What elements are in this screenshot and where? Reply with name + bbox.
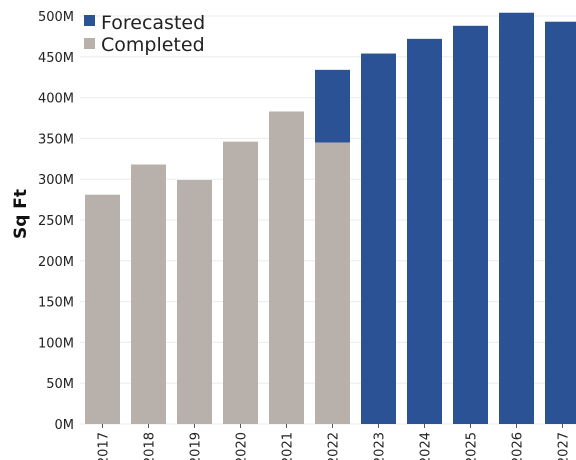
y-tick-label-400: 400M <box>38 92 74 107</box>
x-tick-label-2022: 2022 <box>327 432 342 460</box>
y-tick-label-350: 350M <box>38 132 74 147</box>
y-tick-label-450: 450M <box>38 51 74 66</box>
bar-completed-2020 <box>223 141 258 424</box>
x-axis-tick-labels: 2017 2018 2019 2020 2021 2022 2023 2024 2025 2026… <box>97 424 572 460</box>
bar-forecasted-2024 <box>407 38 442 425</box>
x-tick-label-2017: 2017 <box>97 432 112 460</box>
y-tick-label-100: 100M <box>38 336 74 351</box>
bar-forecasted-2025 <box>453 25 488 425</box>
y-tick-label-50: 50M <box>46 377 74 392</box>
legend-swatch-completed <box>84 38 95 49</box>
x-tick-label-2024: 2024 <box>419 432 434 460</box>
legend: Forecasted Completed <box>84 12 205 56</box>
bar-forecasted-2026 <box>499 12 534 425</box>
bar-forecasted-2022 <box>315 69 350 143</box>
y-tick-label-150: 150M <box>38 296 74 311</box>
bars <box>85 12 576 425</box>
y-tick-label-0: 0M <box>55 418 75 433</box>
bar-forecasted-2027 <box>545 21 576 424</box>
y-tick-label-250: 250M <box>38 214 74 229</box>
x-tick-label-2018: 2018 <box>143 432 158 460</box>
x-tick-label-2019: 2019 <box>189 432 204 460</box>
legend-label-completed: Completed <box>101 34 205 56</box>
bar-completed-2017 <box>85 194 120 424</box>
y-axis-label: Sq Ft <box>11 189 31 239</box>
bar-forecasted-2023 <box>361 53 396 424</box>
x-tick-label-2026: 2026 <box>511 432 526 460</box>
x-tick-label-2023: 2023 <box>373 432 388 460</box>
y-tick-label-300: 300M <box>38 173 74 188</box>
legend-swatch-forecasted <box>84 15 95 26</box>
x-tick-label-2025: 2025 <box>465 432 480 460</box>
x-tick-label-2027: 2027 <box>557 432 572 460</box>
y-axis-tick-labels: 0M 50M 100M 150M 200M 250M 300M 350M 400M 450M 500… <box>38 10 74 433</box>
y-tick-label-200: 200M <box>38 255 74 270</box>
x-tick-label-2021: 2021 <box>281 432 296 460</box>
bar-completed-2019 <box>177 180 212 424</box>
x-tick-label-2020: 2020 <box>235 432 250 460</box>
y-tick-label-500: 500M <box>38 10 74 25</box>
legend-label-forecasted: Forecasted <box>101 12 205 34</box>
bar-completed-2022 <box>315 142 350 425</box>
bar-completed-2021 <box>269 111 304 425</box>
bar-completed-2018 <box>131 164 166 424</box>
